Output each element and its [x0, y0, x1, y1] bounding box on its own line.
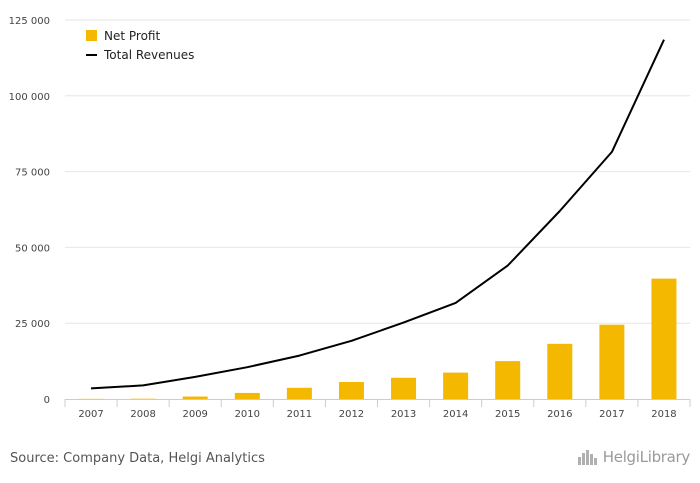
net-profit-bar[interactable]: [651, 278, 677, 399]
legend-label-total-revenues[interactable]: Total Revenues: [103, 48, 194, 62]
legend-label-net-profit[interactable]: Net Profit: [104, 29, 160, 43]
x-tick-label: 2013: [391, 409, 416, 420]
net-profit-bar[interactable]: [443, 372, 469, 399]
total-revenues-line[interactable]: [90, 39, 665, 390]
net-profit-bar[interactable]: [495, 361, 521, 399]
x-tick-label: 2007: [78, 409, 103, 420]
net-profit-bar[interactable]: [286, 387, 312, 399]
net-profit-bar[interactable]: [234, 392, 260, 399]
x-tick-label: 2015: [495, 409, 520, 420]
y-tick-label: 125 000: [9, 16, 50, 27]
net-profit-bar[interactable]: [547, 343, 573, 399]
chart-area: 0 25 000 50 000 75 000 100 000 125 000 2007 20…: [9, 16, 691, 420]
helgi-library-logo[interactable]: HelgiLibrary: [577, 448, 690, 466]
y-tick-label: 25 000: [15, 319, 50, 330]
total-revenues-line-group: [90, 39, 665, 390]
footer: Source: Company Data, Helgi Analytics He…: [0, 440, 700, 483]
y-tick-label: 0: [44, 395, 50, 406]
grid-lines: [65, 19, 690, 324]
skyline-icon: [577, 450, 597, 465]
net-profit-bar[interactable]: [391, 377, 417, 399]
legend: Net Profit Total Revenues: [86, 29, 194, 62]
x-tick-label: 2014: [443, 409, 468, 420]
x-axis: [64, 399, 691, 407]
source-text: Source: Company Data, Helgi Analytics: [10, 451, 265, 466]
y-axis-ticks: 0 25 000 50 000 75 000 100 000 125 000: [9, 16, 50, 406]
x-tick-label: 2009: [182, 409, 207, 420]
x-tick-label: 2010: [235, 409, 260, 420]
x-tick-label: 2018: [651, 409, 676, 420]
net-profit-bar[interactable]: [182, 396, 208, 399]
logo-text: HelgiLibrary: [602, 448, 691, 466]
legend-swatch-net-profit: [86, 30, 97, 41]
net-profit-bars: [78, 278, 677, 399]
x-tick-label: 2012: [339, 409, 364, 420]
y-tick-label: 100 000: [9, 92, 50, 103]
net-profit-bar[interactable]: [599, 324, 625, 399]
y-tick-label: 50 000: [15, 243, 50, 254]
x-tick-label: 2016: [547, 409, 572, 420]
net-profit-bar[interactable]: [338, 382, 364, 399]
x-axis-ticks: 2007 2008 2009 2010 2011 2012 2013 2014 2015 2016…: [78, 409, 676, 420]
y-tick-label: 75 000: [15, 168, 50, 179]
x-tick-label: 2017: [599, 409, 624, 420]
x-tick-label: 2011: [287, 409, 312, 420]
x-tick-label: 2008: [130, 409, 155, 420]
